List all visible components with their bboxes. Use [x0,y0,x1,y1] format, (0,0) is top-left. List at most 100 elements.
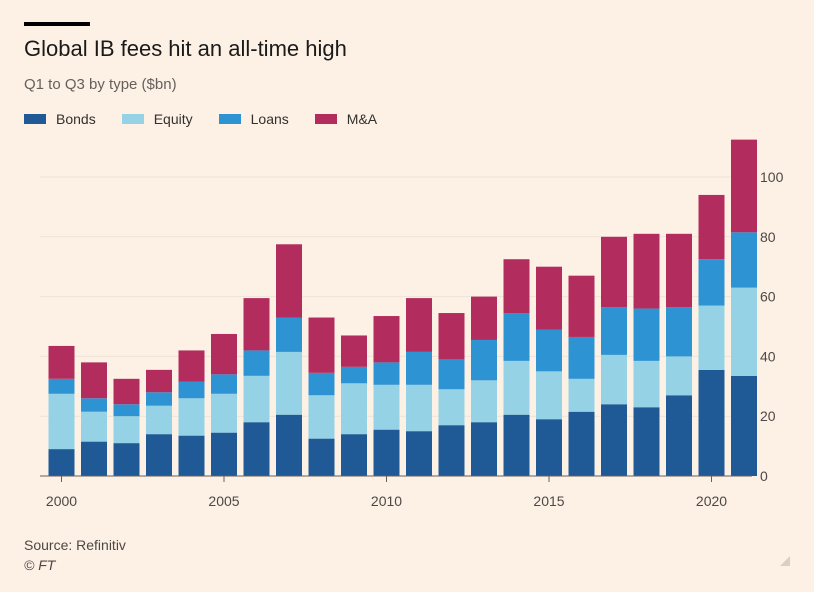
bar-equity-2005 [211,393,237,433]
title-rule [24,22,90,26]
bar-ma-2009 [341,335,367,367]
bar-loans-2011 [406,351,432,385]
bar-bonds-2003 [146,434,172,476]
bar-ma-2007 [276,244,302,318]
legend-label-ma: M&A [346,111,378,127]
bar-bonds-2006 [243,422,270,476]
legend-label-equity: Equity [153,111,193,127]
legend: Bonds Equity Loans M&A [24,111,403,127]
bar-loans-2014 [503,313,530,361]
bar-ma-2010 [373,316,400,363]
bar-equity-2011 [406,384,432,432]
chart-title: Global IB fees hit an all-time high [24,36,347,61]
bar-bonds-2002 [113,443,140,476]
bar-equity-2000 [48,393,75,450]
bar-ma-2019 [666,233,692,308]
bar-loans-2018 [633,308,660,361]
legend-label-bonds: Bonds [56,111,96,127]
bar-bonds-2016 [568,411,595,476]
x-tick-label-2000: 2000 [46,493,77,509]
copyright-note: © FT [24,557,56,573]
bar-bonds-2020 [698,369,725,476]
legend-item-equity: Equity [121,111,193,127]
bar-loans-2010 [373,362,400,385]
bar-bonds-2004 [178,435,205,476]
bar-equity-2021 [731,287,757,376]
y-tick-label-80: 80 [760,229,776,245]
bar-loans-2004 [178,381,205,399]
bar-loans-2012 [438,359,465,390]
stacked-bar-chart: 0 20 40 60 80 100 2000 2005 2010 2015 2020 [40,139,784,509]
bar-loans-2016 [568,336,595,379]
chart-subtitle: Q1 to Q3 by type ($bn) [24,76,177,93]
bar-equity-2008 [308,395,335,439]
bar-bonds-2010 [373,429,400,476]
bar-loans-2002 [113,404,140,417]
bar-ma-2013 [471,296,497,340]
bar-equity-2013 [471,380,497,423]
bar-bonds-2008 [308,438,335,476]
bar-bonds-2015 [536,419,562,476]
bar-bonds-2011 [406,431,432,476]
legend-item-bonds: Bonds [24,111,96,127]
y-tick-label-100: 100 [760,169,784,185]
bar-bonds-2009 [341,434,367,476]
bar-loans-2008 [308,372,335,396]
x-tick-label-2010: 2010 [371,493,402,509]
bar-bonds-2019 [666,395,692,476]
legend-swatch-bonds [24,114,46,124]
bar-ma-2015 [536,266,562,330]
bar-equity-2002 [113,416,140,444]
bar-loans-2005 [211,374,237,394]
bar-bonds-2017 [601,404,627,476]
bar-bonds-2007 [276,414,302,476]
legend-item-ma: M&A [314,111,378,127]
bar-ma-2016 [568,275,595,337]
bar-bonds-2014 [503,414,530,476]
bar-ma-2002 [113,378,140,405]
bar-equity-2014 [503,360,530,415]
x-tick-label-2015: 2015 [533,493,564,509]
bar-equity-2010 [373,384,400,430]
bar-loans-2015 [536,329,562,372]
legend-item-loans: Loans [218,111,289,127]
x-tick-label-2005: 2005 [208,493,239,509]
bar-equity-2019 [666,356,692,396]
bar-ma-2014 [503,259,530,314]
bar-loans-2000 [48,378,75,394]
bar-ma-2004 [178,350,205,382]
y-tick-label-40: 40 [760,348,776,364]
bar-bonds-2018 [633,407,660,476]
bar-loans-2021 [731,232,757,288]
legend-swatch-loans [218,114,241,124]
bar-loans-2013 [471,339,497,381]
bar-ma-2000 [48,345,75,379]
bar-ma-2017 [601,236,627,308]
bar-bonds-2001 [81,441,107,476]
bar-loans-2006 [243,350,270,376]
bar-equity-2007 [276,351,302,415]
bar-bonds-2013 [471,422,497,476]
bar-loans-2001 [81,398,107,412]
bar-loans-2003 [146,392,172,406]
legend-swatch-ma [314,114,337,124]
bar-ma-2021 [731,139,757,233]
bar-equity-2015 [536,371,562,420]
legend-label-loans: Loans [250,111,289,127]
bar-ma-2003 [146,369,172,393]
bar-ma-2005 [211,333,237,375]
bar-loans-2009 [341,366,367,384]
y-tick-label-60: 60 [760,289,776,305]
bar-ma-2018 [633,233,660,309]
bar-loans-2020 [698,259,725,306]
bar-equity-2003 [146,405,172,435]
bar-bonds-2000 [48,449,75,476]
bar-ma-2006 [243,298,270,351]
bar-ma-2020 [698,194,725,260]
source-note: Source: Refinitiv [24,537,126,553]
bar-ma-2001 [81,362,107,399]
bar-equity-2001 [81,411,107,442]
bar-equity-2018 [633,360,660,408]
bar-equity-2012 [438,389,465,426]
y-tick-label-20: 20 [760,408,776,424]
